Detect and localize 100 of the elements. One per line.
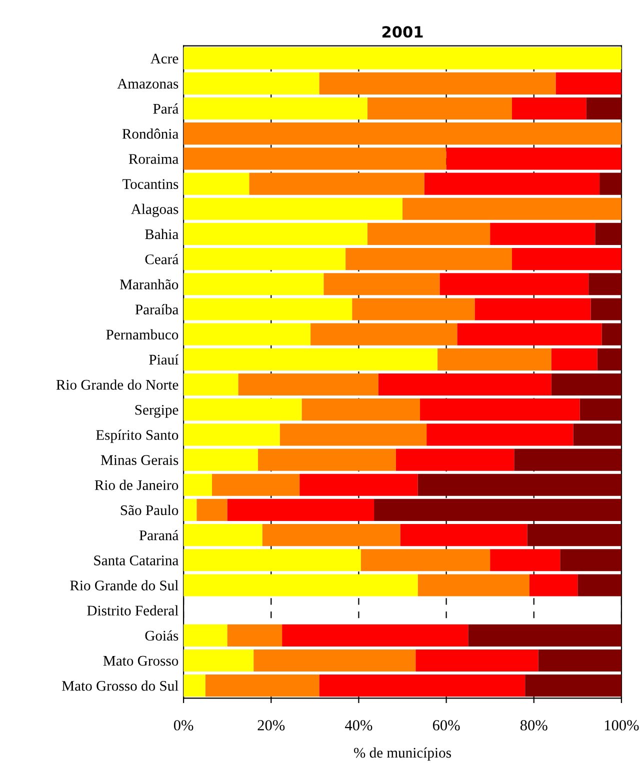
bar	[418, 574, 530, 596]
bar	[490, 222, 596, 245]
bar	[426, 424, 574, 446]
bar	[249, 172, 424, 195]
bar	[302, 398, 420, 421]
bar	[319, 674, 526, 697]
bar	[184, 524, 262, 546]
bar	[490, 549, 560, 572]
bar	[258, 448, 396, 471]
bar	[346, 248, 512, 270]
bar	[205, 674, 320, 697]
y-tick-label: Roraima	[128, 154, 178, 164]
bar	[280, 424, 427, 446]
bar	[602, 323, 622, 346]
x-tick-label: 40%	[345, 720, 372, 730]
bar	[420, 398, 580, 421]
bar	[560, 549, 622, 572]
y-tick-label: Sergipe	[135, 404, 178, 418]
bar	[400, 524, 528, 546]
bar	[184, 198, 402, 220]
bar	[184, 172, 250, 195]
y-tick-label: Amazonas	[117, 78, 178, 89]
bar	[525, 674, 622, 697]
bar	[352, 298, 475, 320]
bar	[514, 448, 622, 471]
bar	[324, 273, 440, 296]
bar	[184, 424, 280, 446]
bar	[578, 574, 622, 596]
bar	[184, 323, 311, 346]
y-tick-label: Piauí	[149, 354, 179, 365]
bar	[184, 373, 238, 396]
bar	[597, 348, 622, 370]
y-tick-label: Tocantins	[122, 179, 178, 189]
bar	[468, 624, 622, 646]
bar	[551, 373, 622, 396]
x-tick-label: 0%	[174, 720, 194, 730]
bar	[538, 649, 622, 672]
bar	[184, 122, 622, 145]
bar	[184, 248, 346, 270]
bar	[512, 248, 622, 270]
bar	[378, 373, 552, 396]
y-tick-label: Paraná	[139, 530, 178, 540]
bar	[184, 148, 446, 170]
bar	[396, 448, 514, 471]
bar	[418, 474, 622, 496]
bar	[262, 524, 400, 546]
bar	[424, 172, 600, 195]
y-tick-label: Mato Grosso do Sul	[62, 680, 178, 691]
bar	[184, 398, 302, 421]
y-tick-label: Ceará	[145, 254, 178, 264]
x-tick-label: 100%	[604, 720, 639, 730]
bar	[184, 624, 228, 646]
bar	[184, 649, 254, 672]
bar	[184, 222, 368, 245]
bar	[184, 474, 212, 496]
y-tick-label: Espírito Santo	[96, 430, 178, 443]
chart-title: 2001	[382, 26, 423, 38]
bar	[600, 172, 622, 195]
bar	[367, 222, 490, 245]
bar	[184, 574, 418, 596]
bar	[310, 323, 458, 346]
bar	[184, 273, 324, 296]
x-tick-label: 80%	[520, 720, 548, 730]
y-tick-label: Alagoas	[131, 204, 178, 218]
bar	[227, 498, 374, 522]
bar	[184, 549, 361, 572]
y-tick-label: Pará	[153, 103, 178, 114]
bar	[212, 474, 300, 496]
bar	[360, 549, 490, 572]
bar	[184, 348, 438, 370]
y-tick-label: Santa Catarina	[94, 556, 178, 566]
y-tick-label: Mato Grosso	[103, 656, 178, 666]
bar	[551, 348, 598, 370]
y-tick-label: Bahia	[145, 228, 178, 240]
bar	[402, 198, 622, 220]
bar	[238, 373, 378, 396]
y-tick-label: Minas Gerais	[100, 455, 178, 465]
bar	[586, 97, 622, 120]
bar	[196, 498, 228, 522]
y-tick-label: Paraíba	[135, 304, 178, 314]
bar	[556, 72, 622, 94]
x-tick-label: 60%	[432, 720, 460, 730]
bar	[184, 298, 352, 320]
bar	[184, 498, 197, 522]
bar	[282, 624, 468, 646]
x-tick-label: 20%	[258, 720, 285, 730]
y-tick-label: Distrito Federal	[87, 605, 178, 616]
bar	[440, 273, 589, 296]
y-tick-label: Goiás	[145, 630, 178, 641]
y-tick-label: Rio de Janeiro	[94, 480, 178, 490]
y-tick-label: Maranhão	[120, 279, 178, 290]
bar	[416, 649, 538, 672]
bar	[446, 148, 622, 170]
y-tick-label: Rondônia	[122, 128, 178, 139]
bar	[184, 674, 206, 697]
bar	[184, 97, 368, 120]
y-tick-label: Acre	[150, 54, 178, 64]
bar	[254, 649, 416, 672]
x-axis-title: % de municípios	[354, 747, 451, 761]
bar	[367, 97, 512, 120]
